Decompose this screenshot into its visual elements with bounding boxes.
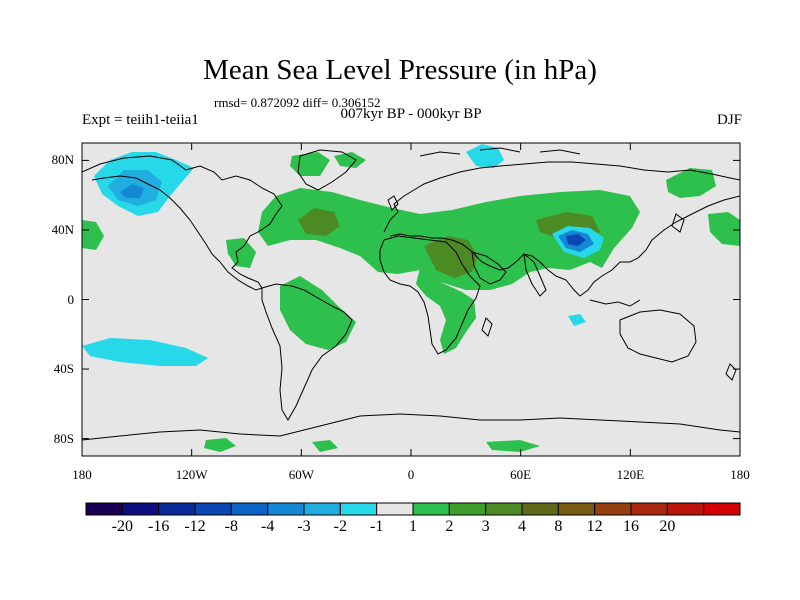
lon-label: 60E [510,467,532,482]
lon-label: 180 [72,467,92,482]
colorbar-label: -16 [147,518,170,535]
colorbar-label: 12 [586,518,603,535]
anomaly-arctic-positive [334,152,366,168]
colorbar-swatch [230,502,269,516]
anomaly-alaska-low-core [120,184,144,198]
lat-label: 80S [53,430,74,446]
colorbar-label: 3 [481,518,490,535]
anomaly-indonesia-low [568,314,586,326]
period-subtitle: 007kyr BP - 000kyr BP [340,106,482,122]
anomaly-antarctic-positive-2 [204,438,236,452]
lon-label: 120W [175,467,208,482]
anomaly-southpacific-low [82,338,208,366]
colorbar-label: 8 [554,518,563,535]
colorbar-swatch [267,502,305,516]
lat-ticks [82,159,740,440]
colorbar-swatch [703,502,741,516]
lon-label: 60W [288,467,314,482]
lon-label: 0 [407,467,415,482]
lat-label: 40N [51,221,74,237]
colorbar-swatch [303,502,341,516]
anomaly-africa-positive [416,268,476,354]
lat-label: 0 [67,291,75,307]
colorbar-label: 16 [623,518,639,535]
coast-south-america [261,283,353,421]
rmsd-diff-stats: rmsd= 0.872092 diff= 0.306152 [214,95,381,110]
colorbar-swatch [339,502,378,516]
coast-north-america [82,155,283,291]
anomaly-antarctic-positive-3 [312,440,338,452]
coast-australia [619,309,697,363]
colorbar-swatch [448,502,487,516]
anomaly-northamerica-positive [226,238,256,268]
colorbar-swatch [630,502,668,516]
colorbar-label: -8 [224,518,238,535]
coast-indonesia [589,299,641,307]
coast-greenland [297,149,357,191]
colorbar-label: -3 [297,518,311,535]
colorbar-swatch [521,502,559,516]
coast-antarctica [82,413,740,441]
colorbar-label: -12 [184,518,206,535]
anomaly-northpacific-east-positive [708,212,740,246]
coast-uk [387,195,399,211]
coast-asia-east [389,195,740,297]
colorbar-label: 2 [445,518,454,535]
colorbar-swatch [594,502,632,516]
colorbar-swatch [376,502,414,516]
coastlines [82,147,740,441]
colorbar-label: 4 [518,518,526,535]
coast-arabia [471,251,507,285]
colorbar [85,502,741,516]
coast-madagascar [481,317,493,337]
coast-europe-asia [383,161,740,233]
lat-label: 40S [53,361,74,377]
anomaly-siberia-positive [666,168,716,198]
coast-india [523,252,547,297]
colorbar-label: 20 [659,518,676,535]
colorbar-label: -2 [333,518,347,535]
colorbar-swatch [121,502,160,516]
colorbar-label: -1 [369,518,384,535]
colorbar-label: -4 [260,518,275,535]
season-label: DJF [716,112,742,128]
colorbar-swatch [485,502,523,516]
anomaly-tibet-low-core [566,234,586,246]
lon-label: 120E [616,467,645,482]
coast-japan [671,213,685,233]
coast-arctic-islands [419,147,581,157]
colorbar-swatch [194,502,232,516]
coast-newzealand [725,363,737,381]
colorbar-label: 1 [409,518,417,535]
lon-ticks [81,143,741,456]
colorbar-label: -20 [111,518,133,535]
lon-label: 180 [730,467,750,482]
anomaly-atlantic-high [298,208,340,236]
plot-background [82,143,740,456]
experiment-label: Expt = teiih1-teiia1 [82,112,199,128]
anomaly-southamerica-positive [280,276,356,350]
anomaly-northpacific-west-positive [82,220,104,250]
anomaly-arctic-low [466,144,504,168]
colorbar-swatch [158,502,196,516]
colorbar-swatch [85,502,123,516]
colorbar-swatch [557,502,596,516]
anomaly-antarctic-positive [486,440,540,452]
map-title: Mean Sea Level Pressure (in hPa) [203,54,597,86]
colorbar-swatch [666,502,705,516]
colorbar-swatch [412,502,450,516]
coast-africa [379,235,481,355]
lat-label: 80N [51,152,74,168]
